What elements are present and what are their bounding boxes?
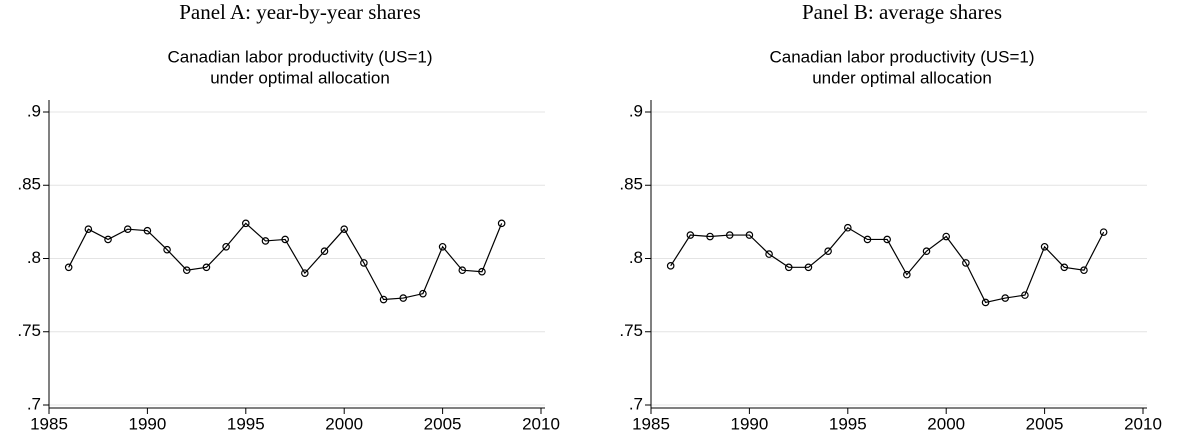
panel-title: Panel B: average shares xyxy=(802,0,1002,24)
x-tick-label: 2000 xyxy=(927,414,965,433)
x-tick-label: 2000 xyxy=(325,414,363,433)
chart-title: Canadian labor productivity (US=1) xyxy=(769,47,1034,66)
point xyxy=(706,232,714,241)
point xyxy=(360,259,368,267)
point xyxy=(1099,228,1108,236)
point xyxy=(843,223,852,232)
point xyxy=(123,225,132,234)
point xyxy=(143,226,152,235)
point xyxy=(419,289,427,298)
x-tick-label: 2005 xyxy=(424,414,462,433)
point xyxy=(1040,242,1049,251)
y-tick-label: .9 xyxy=(27,101,41,120)
point xyxy=(242,219,250,228)
chart-title: under optimal allocation xyxy=(210,68,390,87)
x-tick-label: 2010 xyxy=(1124,414,1162,433)
point xyxy=(804,263,813,272)
point xyxy=(379,295,388,304)
point xyxy=(962,259,970,267)
point xyxy=(666,262,675,270)
point xyxy=(163,245,171,254)
x-tick-label: 1990 xyxy=(128,414,166,433)
point xyxy=(1060,263,1069,272)
point xyxy=(399,294,408,302)
point xyxy=(883,235,891,244)
point xyxy=(765,250,773,258)
point xyxy=(1021,291,1029,299)
y-tick-label: .75 xyxy=(17,321,41,340)
y-tick-label: .75 xyxy=(619,321,643,340)
point xyxy=(725,231,734,239)
x-tick-label: 2010 xyxy=(522,414,560,433)
point xyxy=(320,247,329,255)
point xyxy=(1001,294,1010,302)
point xyxy=(478,267,486,276)
x-tick-label: 1985 xyxy=(632,414,670,433)
point xyxy=(261,237,270,245)
point xyxy=(182,266,191,275)
y-tick-label: .8 xyxy=(629,248,643,267)
point xyxy=(458,266,467,275)
y-tick-label: .9 xyxy=(629,101,643,120)
point xyxy=(202,263,211,272)
y-tick-label: .85 xyxy=(619,175,643,194)
point xyxy=(981,298,990,307)
point xyxy=(863,235,872,244)
point xyxy=(784,263,793,272)
x-tick-label: 1985 xyxy=(30,414,68,433)
point xyxy=(84,225,93,234)
chart-title: under optimal allocation xyxy=(812,68,992,87)
y-tick-label: .7 xyxy=(629,394,643,413)
x-tick-label: 2005 xyxy=(1026,414,1064,433)
panel-title: Panel A: year-by-year shares xyxy=(179,0,421,24)
y-tick-label: .85 xyxy=(17,175,41,194)
chart-title: Canadian labor productivity (US=1) xyxy=(167,47,432,66)
y-tick-label: .7 xyxy=(27,394,41,413)
point xyxy=(438,242,447,251)
point xyxy=(222,242,230,251)
point xyxy=(104,235,112,244)
point xyxy=(64,263,73,272)
point xyxy=(922,247,931,255)
point xyxy=(281,235,289,244)
series-line xyxy=(670,226,1105,304)
point xyxy=(745,231,754,239)
point xyxy=(903,270,911,279)
point xyxy=(497,219,506,228)
point xyxy=(340,225,349,234)
x-tick-label: 1990 xyxy=(730,414,768,433)
x-tick-label: 1995 xyxy=(227,414,265,433)
point xyxy=(301,269,309,277)
point xyxy=(686,231,695,239)
x-tick-label: 1995 xyxy=(829,414,867,433)
point xyxy=(942,232,951,241)
y-tick-label: .8 xyxy=(27,248,41,267)
point xyxy=(824,247,832,255)
point xyxy=(1080,266,1088,275)
series-line xyxy=(68,222,503,301)
